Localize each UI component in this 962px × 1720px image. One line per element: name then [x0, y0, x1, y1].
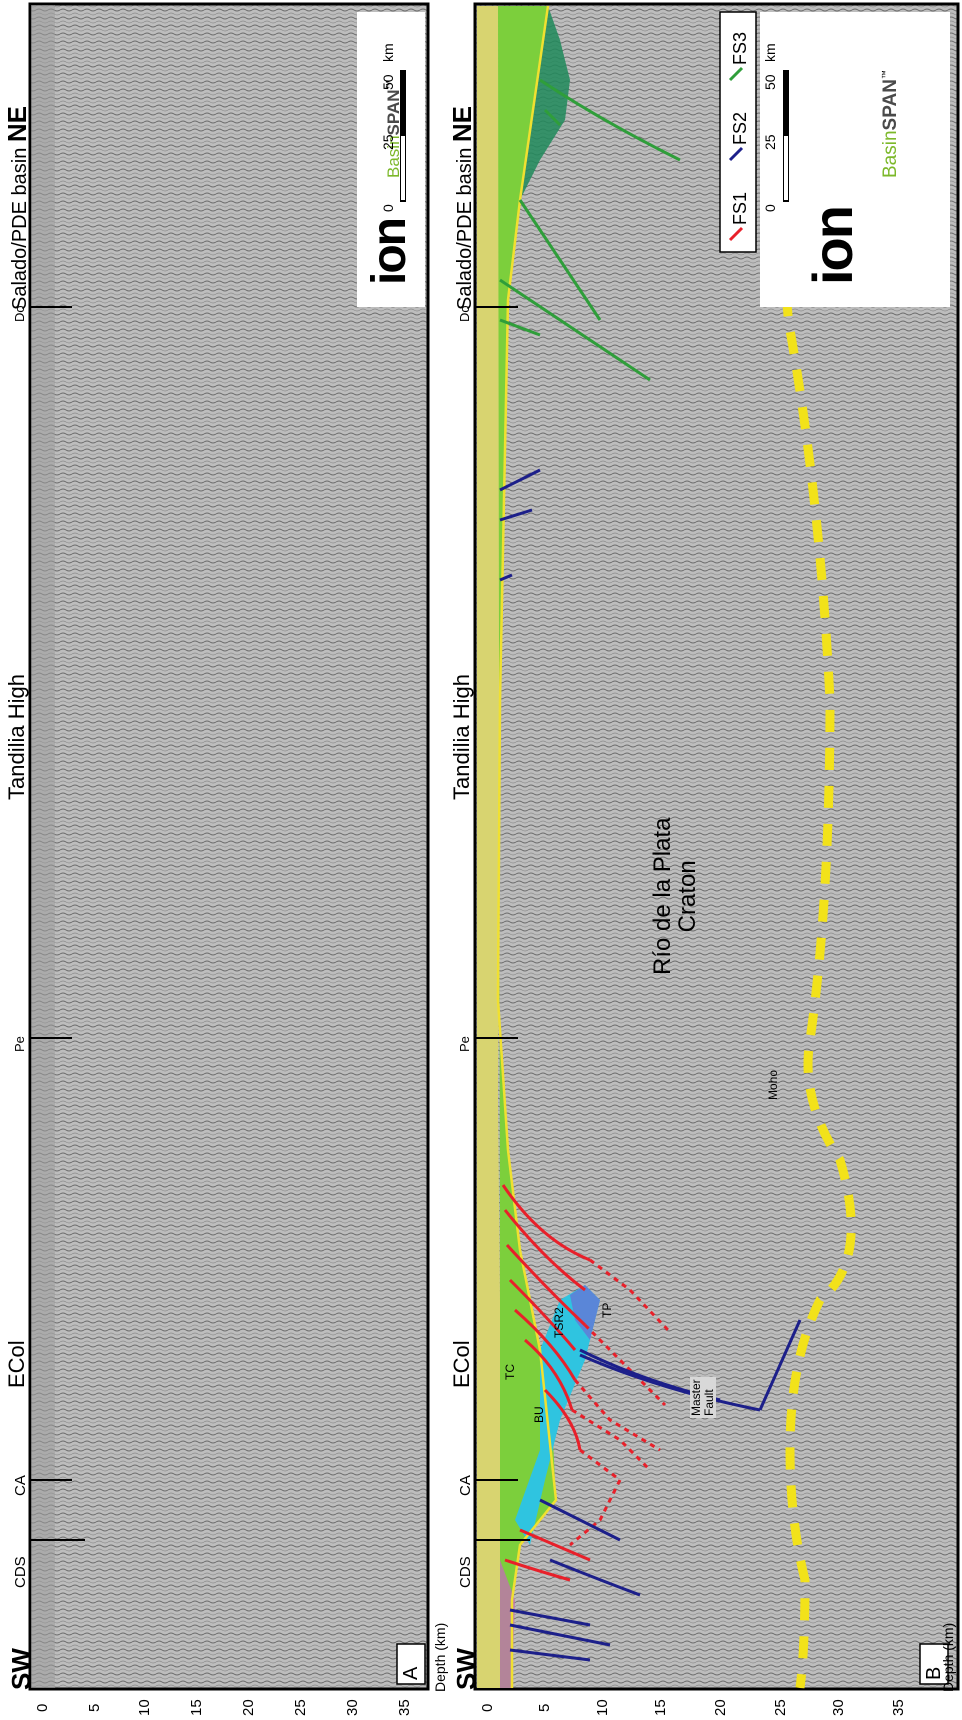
legend-swatch-fs3 — [728, 66, 744, 82]
panel-b-well-markers — [475, 306, 530, 1541]
panel-a-well-markers — [30, 306, 85, 1541]
legend-swatches — [728, 66, 744, 242]
panel-b — [473, 2, 960, 1691]
panel-b-logo-box — [760, 12, 950, 307]
fs1-faults — [501, 1184, 591, 1582]
panel-a-logo-box — [357, 12, 425, 307]
layer-yellow — [477, 6, 510, 1688]
panel-b-scale-bar — [783, 70, 789, 202]
panel-a-shallow-band — [31, 5, 55, 1688]
panel-b-letter-box — [919, 1643, 949, 1685]
fs3-faults — [499, 78, 681, 382]
layer-cyan — [515, 1285, 600, 1545]
legend-swatch-fs2 — [728, 146, 744, 162]
layer-green — [498, 6, 556, 1688]
panel-a-scale-bar — [400, 70, 406, 202]
layer-blue — [570, 1285, 600, 1340]
panel-a — [28, 2, 430, 1691]
legend-swatch-fs1 — [728, 226, 744, 242]
moho-line — [782, 218, 856, 1689]
layer-teal-ne — [520, 6, 570, 200]
fs1-faults-dashed — [569, 1258, 670, 1547]
fs2-faults — [499, 468, 802, 1662]
panel-a-letter-box — [396, 1643, 426, 1685]
legend-box — [719, 11, 757, 253]
